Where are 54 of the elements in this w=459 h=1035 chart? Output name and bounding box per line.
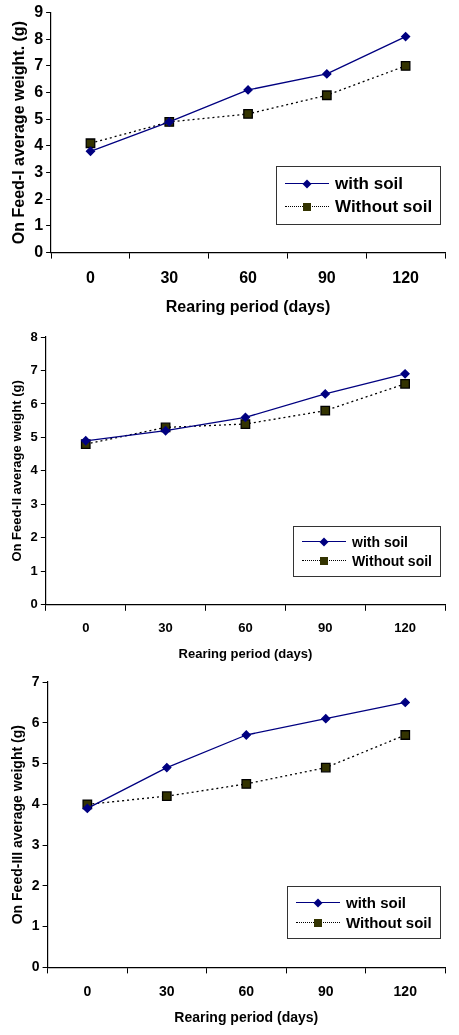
x-tick-label: 0 bbox=[86, 268, 96, 286]
y-tick-label: 9 bbox=[34, 3, 44, 21]
y-tick-label: 3 bbox=[31, 835, 40, 852]
y-tick-label: 0 bbox=[34, 243, 44, 261]
x-tick-label: 90 bbox=[317, 268, 336, 286]
x-tick-label: 0 bbox=[82, 620, 90, 636]
x-axis-title: Rearing period (days) bbox=[178, 645, 313, 661]
y-axis-title: On Feed-I average weight. (g) bbox=[10, 21, 28, 245]
y-tick-label: 5 bbox=[30, 429, 38, 444]
legend-label: with soil bbox=[335, 173, 403, 194]
y-tick-label: 2 bbox=[31, 876, 40, 893]
y-tick-label: 1 bbox=[31, 917, 40, 934]
y-tick-label: 3 bbox=[34, 163, 44, 181]
legend-label: with soil bbox=[352, 533, 408, 550]
y-tick-label: 5 bbox=[34, 109, 44, 127]
y-tick-label: 0 bbox=[31, 958, 40, 975]
x-tick-label: 30 bbox=[160, 268, 179, 286]
x-axis-title: Rearing period (days) bbox=[174, 1009, 319, 1026]
y-tick-label: 7 bbox=[34, 56, 44, 74]
y-tick-label: 7 bbox=[30, 362, 38, 378]
y-tick-label: 8 bbox=[30, 328, 38, 344]
y-tick-label: 4 bbox=[34, 136, 44, 154]
y-tick-label: 2 bbox=[30, 529, 38, 545]
y-tick-label: 6 bbox=[34, 83, 44, 101]
legend-label: with soil bbox=[346, 894, 406, 912]
x-tick-label: 120 bbox=[394, 620, 416, 636]
x-tick-label: 120 bbox=[393, 982, 418, 999]
legend-label: Without soil bbox=[346, 914, 432, 932]
y-tick-label: 0 bbox=[30, 596, 38, 612]
x-tick-label: 90 bbox=[318, 620, 333, 636]
y-tick-label: 8 bbox=[34, 29, 44, 47]
x-tick-label: 60 bbox=[238, 982, 255, 999]
x-tick-label: 60 bbox=[239, 268, 258, 286]
y-tick-label: 1 bbox=[34, 216, 44, 234]
y-tick-label: 4 bbox=[31, 795, 40, 812]
x-axis-title: Rearing period (days) bbox=[165, 297, 331, 315]
y-axis-title: On Feed-II average weight (g) bbox=[9, 380, 25, 562]
x-tick-label: 0 bbox=[83, 982, 92, 999]
legend-label: Without soil bbox=[335, 196, 433, 217]
y-tick-label: 4 bbox=[30, 462, 39, 478]
y-tick-label: 3 bbox=[30, 495, 38, 511]
x-tick-label: 120 bbox=[392, 268, 420, 286]
x-tick-label: 30 bbox=[159, 982, 175, 999]
y-axis-title: On Feed-III average weight (g) bbox=[9, 725, 26, 925]
x-tick-label: 90 bbox=[317, 982, 334, 999]
x-tick-label: 30 bbox=[158, 620, 173, 636]
y-tick-label: 7 bbox=[31, 672, 40, 689]
y-tick-label: 5 bbox=[31, 754, 40, 771]
y-tick-label: 6 bbox=[30, 395, 38, 411]
y-tick-label: 1 bbox=[30, 562, 38, 578]
legend-label: Without soil bbox=[352, 552, 432, 569]
x-tick-label: 60 bbox=[238, 620, 253, 636]
y-tick-label: 2 bbox=[34, 189, 44, 207]
y-tick-label: 6 bbox=[31, 713, 40, 730]
